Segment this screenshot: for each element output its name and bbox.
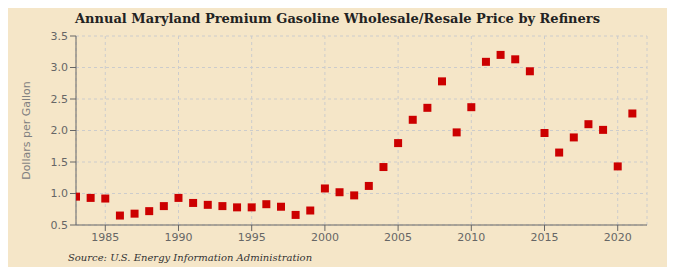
svg-text:0.5: 0.5 <box>51 219 69 232</box>
svg-text:1985: 1985 <box>91 231 119 244</box>
svg-text:1.5: 1.5 <box>51 156 69 169</box>
svg-text:2020: 2020 <box>604 231 632 244</box>
svg-text:2.5: 2.5 <box>51 93 69 106</box>
svg-text:2015: 2015 <box>531 231 559 244</box>
svg-text:3.5: 3.5 <box>51 30 69 43</box>
html-text:Annual Maryland Premium Gasoli: Annual Maryland Premium Gasoline Wholesa… <box>75 11 600 26</box>
svg-text:2000: 2000 <box>311 231 339 244</box>
svg-text:Dollars per Gallon: Dollars per Gallon <box>20 81 33 180</box>
svg-text:1995: 1995 <box>238 231 266 244</box>
svg-text:2010: 2010 <box>457 231 485 244</box>
svg-text:3.0: 3.0 <box>51 61 69 74</box>
svg-text:2005: 2005 <box>384 231 412 244</box>
svg-text:2.0: 2.0 <box>51 124 69 137</box>
svg-text:1990: 1990 <box>164 231 192 244</box>
svg-text:1.0: 1.0 <box>51 187 69 200</box>
html-text:Source: U.S. Energy Informatio: Source: U.S. Energy Information Administ… <box>68 252 313 263</box>
